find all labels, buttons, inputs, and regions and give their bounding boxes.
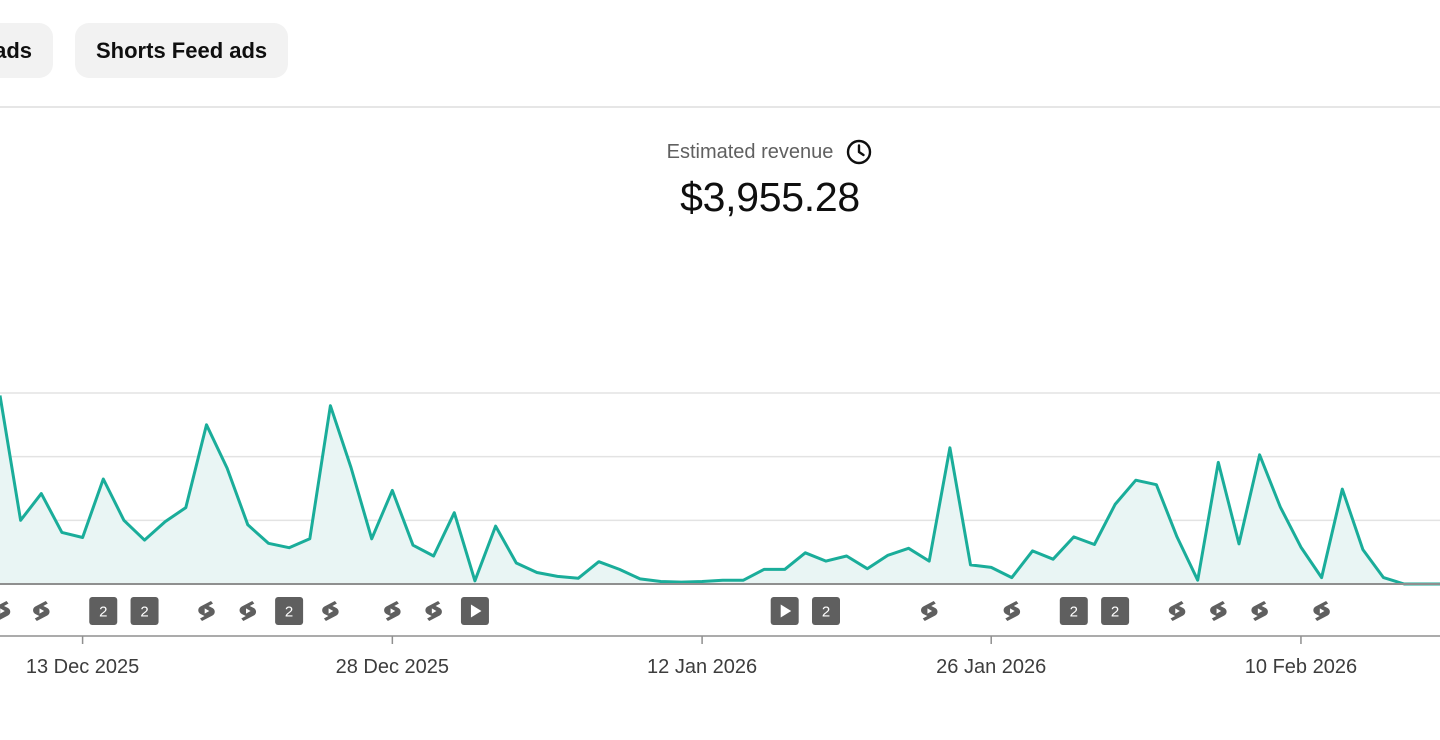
play-glyph xyxy=(1216,608,1222,614)
x-tick-label: 10 Feb 2026 xyxy=(1245,656,1357,678)
play-glyph xyxy=(39,608,45,614)
count-marker-badge[interactable]: 2 xyxy=(1059,597,1088,625)
play-glyph xyxy=(328,608,334,614)
shorts-marker-icon[interactable] xyxy=(1313,601,1330,621)
chart-tick-labels: 13 Dec 2025 28 Dec 2025 12 Jan 2026 26 Jan … xyxy=(26,636,1357,678)
marker-badge-bg xyxy=(275,597,304,625)
shorts-marker-icon[interactable] xyxy=(0,601,11,621)
shorts-marker-icon[interactable] xyxy=(384,601,401,621)
ads-filter-chip[interactable]: ads xyxy=(0,23,53,78)
x-tick-label: 12 Jan 2026 xyxy=(647,656,757,678)
metric-label: Estimated revenue xyxy=(666,140,834,163)
play-glyph xyxy=(390,608,396,614)
play-glyph xyxy=(1319,608,1325,614)
shorts-marker-icon[interactable] xyxy=(1251,601,1268,621)
chart-area-layer xyxy=(0,395,1440,586)
shorts-marker-icon[interactable] xyxy=(1003,601,1021,621)
play-glyph xyxy=(1257,608,1263,614)
marker-badge-bg xyxy=(130,597,159,625)
shorts-marker-icon[interactable] xyxy=(1210,601,1227,621)
count-marker-badge[interactable]: 2 xyxy=(812,597,840,625)
metric-summary: Estimated revenue $3,955.28 xyxy=(560,136,980,221)
shorts-marker-icon[interactable] xyxy=(198,601,215,621)
ads-filter-chip-label: ads xyxy=(0,38,32,63)
marker-badge-bg xyxy=(89,597,118,625)
revenue-line xyxy=(0,395,1440,586)
x-tick-label: 26 Jan 2026 xyxy=(936,656,1046,678)
x-tick-label: 13 Dec 2025 xyxy=(26,656,139,678)
video-marker-icon[interactable] xyxy=(770,597,799,625)
count-marker-badge[interactable]: 2 xyxy=(1101,597,1130,625)
marker-count-label: 2 xyxy=(285,604,293,621)
marker-count-label: 2 xyxy=(140,604,148,621)
shorts-feed-ads-chip-label: Shorts Feed ads xyxy=(96,38,268,63)
metric-value: $3,955.28 xyxy=(680,174,860,220)
chart-axis xyxy=(0,583,1440,637)
play-glyph xyxy=(927,608,933,614)
shorts-feed-ads-chip[interactable]: Shorts Feed ads xyxy=(75,23,289,78)
clock-icon[interactable] xyxy=(845,138,873,166)
chart-markers: 2 2 2 2 2 2 xyxy=(0,597,1330,625)
shorts-marker-icon[interactable] xyxy=(239,601,257,621)
shorts-marker-icon[interactable] xyxy=(33,601,50,621)
header-divider xyxy=(0,106,1440,108)
revenue-area-fill xyxy=(0,395,1440,584)
shorts-marker-icon[interactable] xyxy=(322,601,339,621)
shorts-marker-icon[interactable] xyxy=(425,601,442,621)
x-tick-label: 28 Dec 2025 xyxy=(336,656,449,678)
marker-count-label: 2 xyxy=(822,604,830,621)
marker-count-label: 2 xyxy=(99,604,107,621)
play-icon xyxy=(470,604,482,618)
shorts-marker-icon[interactable] xyxy=(921,601,938,621)
play-glyph xyxy=(1175,608,1180,614)
shorts-marker-icon[interactable] xyxy=(1168,601,1186,621)
play-glyph xyxy=(1010,608,1015,614)
play-glyph xyxy=(431,608,437,614)
marker-badge-bg xyxy=(1101,597,1130,625)
marker-count-label: 2 xyxy=(1111,604,1119,621)
video-marker-icon[interactable] xyxy=(460,597,489,625)
marker-count-label: 2 xyxy=(1070,604,1078,621)
play-glyph xyxy=(204,608,210,614)
marker-badge-bg xyxy=(812,597,840,625)
play-icon xyxy=(780,604,792,618)
revenue-chart: 2 2 2 2 2 2 13 Dec 2025 28 Dec 2025 12 Jan 2026… xyxy=(0,392,1440,678)
count-marker-badge[interactable]: 2 xyxy=(89,597,118,625)
play-glyph xyxy=(246,608,251,614)
play-glyph xyxy=(0,608,5,614)
count-marker-badge[interactable]: 2 xyxy=(130,597,159,625)
count-marker-badge[interactable]: 2 xyxy=(275,597,304,625)
marker-badge-bg xyxy=(1059,597,1088,625)
shorts-logo-shape xyxy=(0,601,11,620)
